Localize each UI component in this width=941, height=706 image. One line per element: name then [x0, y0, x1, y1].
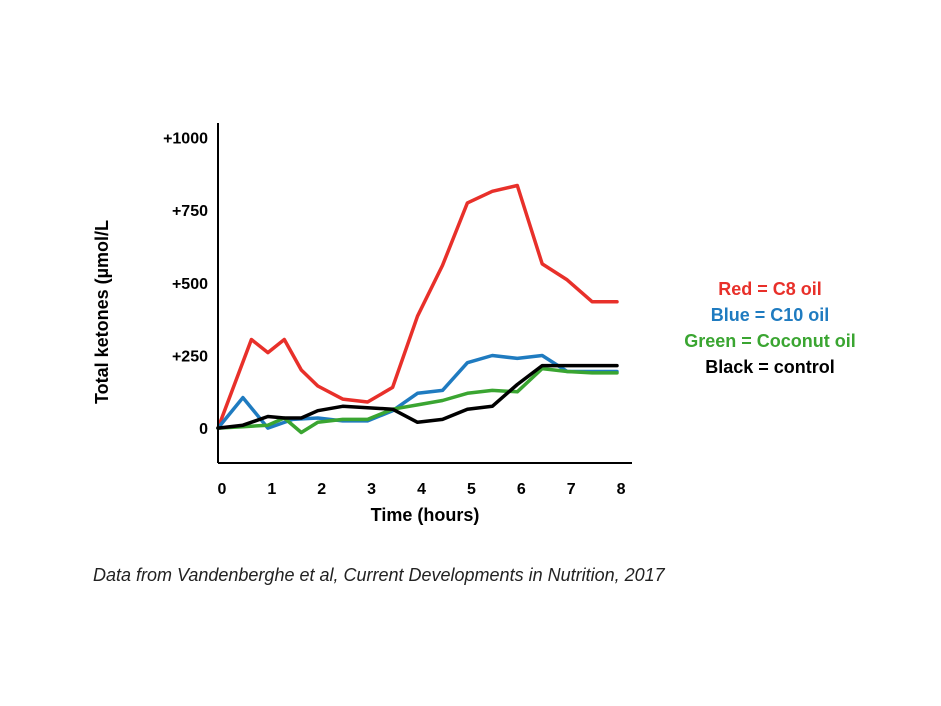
x-axis-title: Time (hours)	[371, 505, 480, 525]
series-line-2	[216, 353, 619, 430]
y-tick-label: +1000	[163, 131, 208, 148]
series-line-1	[216, 183, 619, 430]
x-tick-label: 7	[567, 481, 576, 498]
x-tick-label: 2	[317, 481, 326, 498]
series-line-4	[216, 363, 619, 430]
source-note: Data from Vandenberghe et al, Current De…	[93, 565, 665, 585]
series-layer	[216, 183, 619, 435]
x-tick-label: 5	[467, 481, 476, 498]
legend-entry: Black = control	[705, 357, 835, 377]
x-tick-label: 3	[367, 481, 376, 498]
y-axis-title: Total ketones (µmol/L	[92, 220, 112, 404]
legend-entry: Blue = C10 oil	[711, 305, 830, 325]
y-tick-label: +750	[172, 203, 208, 220]
y-tick-label: +500	[172, 276, 208, 293]
y-tick-label: +250	[172, 348, 208, 365]
legend-entry: Green = Coconut oil	[684, 331, 856, 351]
legend-entry: Red = C8 oil	[718, 279, 822, 299]
x-tick-label: 1	[267, 481, 276, 498]
legend: Red = C8 oil Blue = C10 oil Green = Coconu…	[684, 279, 856, 377]
x-tick-label: 0	[218, 481, 227, 498]
y-tick-label: 0	[199, 421, 208, 438]
x-tick-label: 4	[417, 481, 426, 498]
x-tick-label: 8	[617, 481, 626, 498]
y-tick-labels: 0 +250 +500 +750 +1000	[163, 131, 208, 439]
x-tick-labels: 0 1 2 3 4 5 6 7 8	[218, 481, 626, 498]
x-tick-label: 6	[517, 481, 526, 498]
